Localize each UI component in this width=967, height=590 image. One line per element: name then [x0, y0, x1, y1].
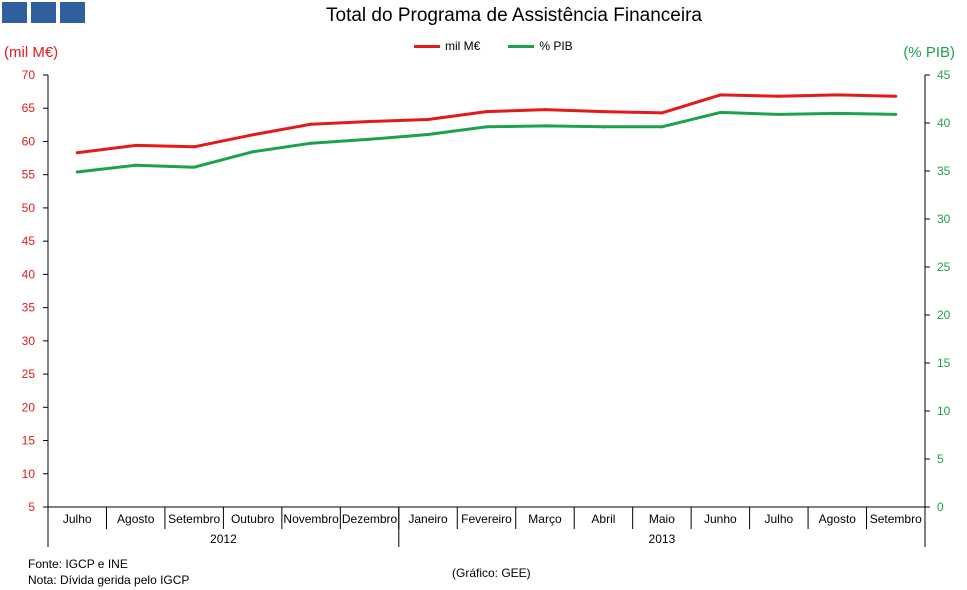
left-axis-tick-label: 40 — [22, 267, 36, 281]
chart-credit: (Gráfico: GEE) — [452, 566, 531, 580]
legend-label-left: mil M€ — [445, 39, 481, 53]
data-point-pct-pib — [134, 163, 138, 167]
data-point-pct-pib — [543, 124, 547, 128]
data-point-mil-meur — [601, 110, 605, 114]
x-axis-tick-label: Maio — [649, 512, 675, 526]
data-point-mil-meur — [426, 118, 430, 122]
x-axis-tick-label: Fevereiro — [461, 512, 512, 526]
left-axis-tick-label: 35 — [22, 301, 36, 315]
left-axis-tick-label: 30 — [22, 334, 36, 348]
data-point-mil-meur — [485, 110, 488, 114]
data-point-mil-meur — [543, 108, 547, 112]
series-line-mil-meur — [77, 93, 896, 155]
right-axis-tick-label: 15 — [937, 356, 951, 370]
left-axis-tick-label: 5 — [28, 500, 35, 514]
right-axis-tick-label: 0 — [937, 500, 944, 514]
x-axis-tick-label: Junho — [704, 512, 737, 526]
data-point-pct-pib — [894, 112, 898, 116]
right-axis-tick-label: 35 — [937, 164, 951, 178]
right-axis-tick-label: 5 — [937, 452, 944, 466]
data-point-pct-pib — [75, 170, 79, 174]
left-axis-tick-label: 65 — [22, 101, 36, 115]
right-axis-tick-label: 30 — [937, 212, 951, 226]
left-axis-tick-label: 50 — [22, 201, 36, 215]
x-axis-tick-label: Outubro — [231, 512, 275, 526]
chart-legend: mil M€ % PIB — [414, 39, 601, 53]
logo-square-2 — [31, 2, 56, 23]
data-point-mil-meur — [75, 151, 79, 155]
year-label: 2013 — [649, 532, 676, 546]
x-axis-tick-label: Julho — [63, 512, 92, 526]
right-axis-tick-label: 20 — [937, 308, 951, 322]
data-point-pct-pib — [192, 165, 196, 169]
data-point-mil-meur — [309, 122, 313, 126]
right-axis-unit: (% PIB) — [903, 44, 955, 61]
right-axis-tick-label: 25 — [937, 260, 951, 274]
left-axis-tick-label: 55 — [22, 168, 36, 182]
legend-item-left-series: mil M€ — [414, 39, 480, 53]
data-point-pct-pib — [777, 112, 781, 116]
right-axis-tick-label: 10 — [937, 404, 951, 418]
data-point-mil-meur — [835, 93, 839, 97]
data-point-pct-pib — [251, 150, 255, 154]
data-point-pct-pib — [309, 141, 313, 145]
legend-swatch-left — [414, 44, 440, 48]
x-axis-tick-label: Dezembro — [342, 512, 398, 526]
left-axis-tick-label: 45 — [22, 234, 36, 248]
x-axis-tick-label: Julho — [764, 512, 793, 526]
x-axis-tick-label: Novembro — [283, 512, 339, 526]
right-axis-tick-label: 40 — [937, 116, 951, 130]
data-point-pct-pib — [426, 133, 430, 137]
x-axis-tick-label: Agosto — [117, 512, 155, 526]
data-point-mil-meur — [660, 111, 664, 115]
data-point-pct-pib — [718, 110, 722, 114]
left-axis-tick-label: 60 — [22, 134, 36, 148]
x-axis-tick-label: Setembro — [168, 512, 220, 526]
data-point-pct-pib — [835, 111, 839, 115]
left-axis-unit: (mil M€) — [4, 44, 59, 61]
x-axis-tick-label: Janeiro — [408, 512, 448, 526]
data-point-pct-pib — [660, 125, 664, 129]
x-axis-tick-label: Março — [528, 512, 562, 526]
data-point-mil-meur — [368, 120, 372, 124]
left-axis-tick-label: 15 — [22, 434, 36, 448]
left-axis-tick-label: 20 — [22, 400, 36, 414]
series-line-pct-pib — [77, 110, 896, 174]
data-point-pct-pib — [485, 125, 488, 129]
data-point-mil-meur — [192, 145, 196, 149]
year-label: 2012 — [210, 532, 237, 546]
source-note: Fonte: IGCP e INE — [28, 557, 128, 571]
x-axis-tick-label: Abril — [591, 512, 615, 526]
x-axis-tick-label: Setembro — [870, 512, 922, 526]
right-axis-tick-label: 45 — [937, 68, 951, 82]
left-axis-tick-label: 25 — [22, 367, 36, 381]
chart-title: Total do Programa de Assistência Finance… — [326, 5, 702, 26]
logo-square-3 — [60, 2, 85, 23]
legend-swatch-right — [508, 44, 535, 48]
logo-square-1 — [2, 2, 27, 23]
data-point-pct-pib — [368, 137, 372, 141]
data-note: Nota: Dívida gerida pelo IGCP — [28, 573, 190, 587]
data-point-mil-meur — [894, 94, 898, 98]
data-point-mil-meur — [251, 133, 255, 137]
legend-label-right: % PIB — [539, 39, 573, 53]
legend-item-right-series: % PIB — [508, 39, 573, 53]
data-point-mil-meur — [777, 94, 781, 98]
left-axis-tick-label: 70 — [22, 68, 36, 82]
data-point-pct-pib — [601, 125, 605, 129]
x-axis-tick-label: Agosto — [819, 512, 857, 526]
left-axis-tick-label: 10 — [22, 467, 36, 481]
data-point-mil-meur — [134, 143, 138, 147]
data-point-mil-meur — [718, 93, 722, 97]
